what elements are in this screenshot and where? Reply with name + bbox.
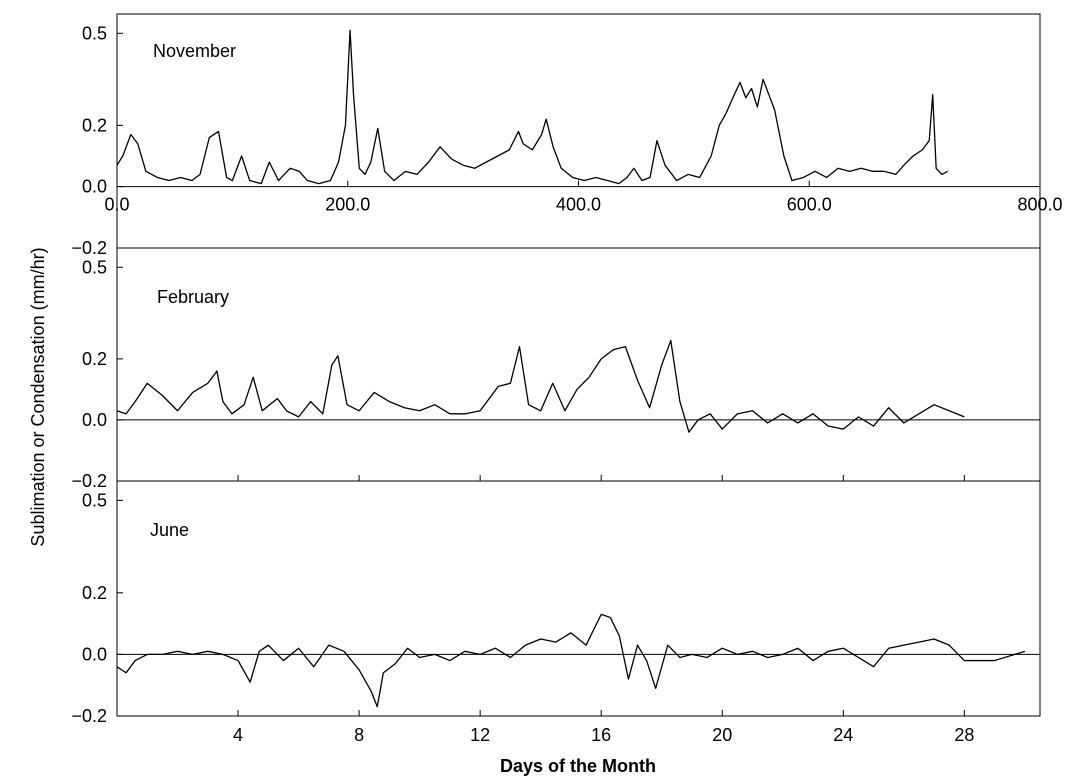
x-tick-label: 8 [354, 725, 364, 745]
axes-text: Sublimation or Condensation (mm/hr) Days… [28, 247, 656, 776]
y-tick-label: 0.5 [82, 490, 107, 510]
y-tick-label: −0.2 [71, 706, 107, 726]
series-line-november [116, 29, 949, 185]
series-line-june [116, 613, 1026, 708]
y-tick-label: 0.2 [82, 583, 107, 603]
y-tick-label: 0.0 [82, 644, 107, 664]
panel-june: 0.5 0.2 0.0 −0.2 June 4 8 12 16 20 24 28 [71, 480, 1041, 745]
panel-label: June [150, 520, 189, 540]
panel-february: 0.5 0.2 0.0 −0.2 February [71, 247, 1041, 491]
series-line-february [116, 339, 965, 433]
y-axis-title: Sublimation or Condensation (mm/hr) [28, 247, 48, 546]
panel-label: February [157, 287, 229, 307]
y-tick-label: 0.5 [82, 23, 107, 43]
x-tick-label: 400.0 [556, 195, 601, 215]
x-tick-label: 20 [712, 725, 732, 745]
y-tick-label: −0.2 [71, 238, 107, 258]
panel-november: 0.5 0.2 0.0 −0.2 November 0.0 200.0 400.0 600.0 8… [71, 13, 1063, 258]
panel-label: November [153, 41, 236, 61]
y-tick-label: −0.2 [71, 471, 107, 491]
x-tick-label: 24 [833, 725, 853, 745]
y-tick-label: 0.2 [82, 349, 107, 369]
x-tick-label: 4 [233, 725, 243, 745]
x-axis-title: Days of the Month [500, 756, 656, 776]
x-tick-label: 600.0 [787, 195, 832, 215]
x-tick-label: 28 [954, 725, 974, 745]
x-tick-label: 16 [591, 725, 611, 745]
y-tick-label: 0.0 [82, 410, 107, 430]
y-tick-label: 0.5 [82, 257, 107, 277]
x-tick-label: 200.0 [325, 195, 370, 215]
x-tick-label: 12 [470, 725, 490, 745]
x-tick-label: 0.0 [104, 195, 129, 215]
panel-frame [116, 480, 1041, 717]
x-tick-label: 800.0 [1017, 195, 1062, 215]
y-tick-label: 0.0 [82, 177, 107, 197]
y-tick-label: 0.2 [82, 115, 107, 135]
panel-frame [116, 247, 1041, 482]
